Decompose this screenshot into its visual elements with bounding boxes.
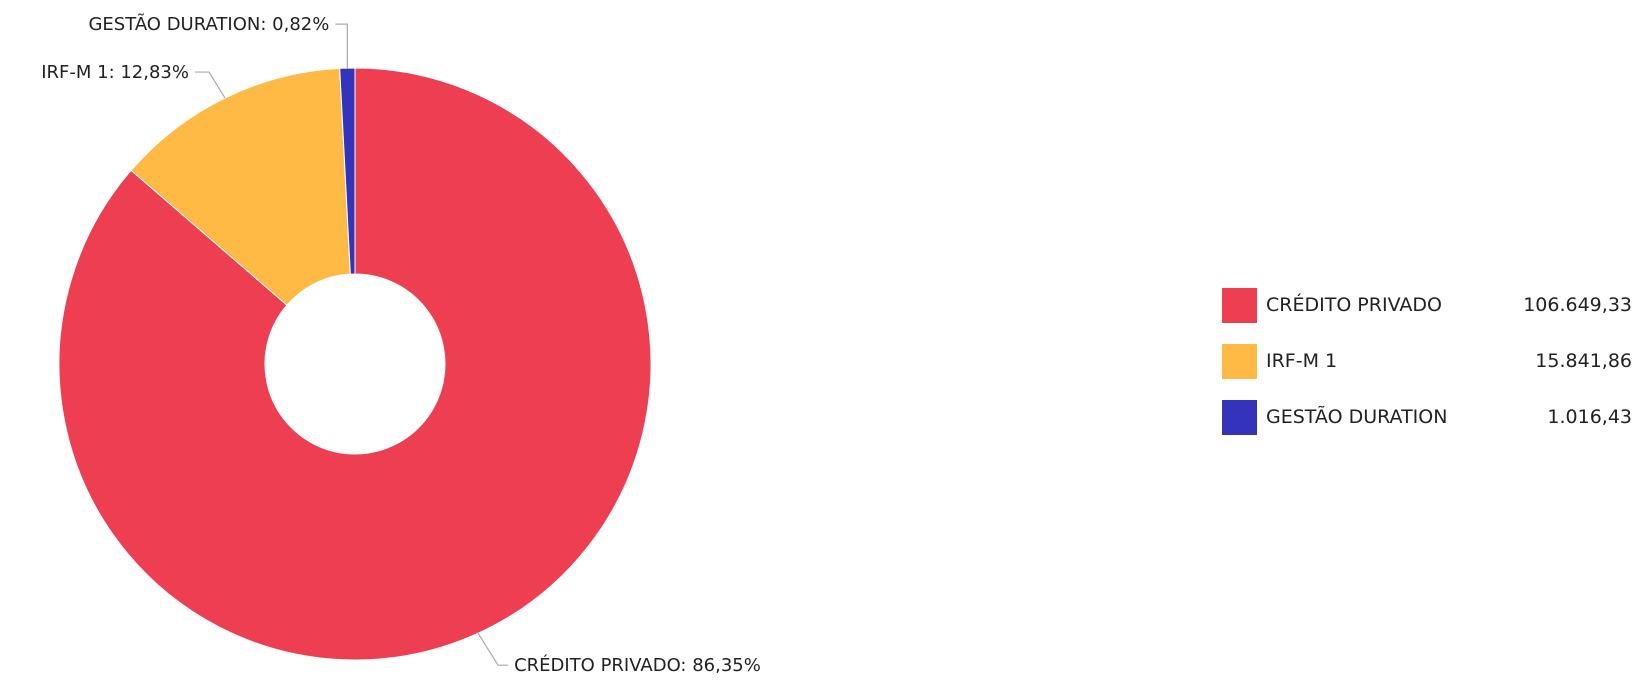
slice-data-label: CRÉDITO PRIVADO: 86,35% (514, 654, 761, 676)
legend-label: GESTÃO DURATION (1266, 406, 1448, 428)
legend-swatch (1222, 288, 1257, 323)
legend-value: 15.841,86 (1535, 350, 1632, 372)
legend-item-irf-m-1: IRF-M 1 15.841,86 (1222, 344, 1632, 379)
legend-label: IRF-M 1 (1266, 350, 1338, 372)
leader-line (195, 71, 226, 99)
slice-gest-o-duration (339, 67, 356, 275)
legend-value: 1.016,43 (1547, 406, 1632, 428)
legend-item-gestao-duration: GESTÃO DURATION 1.016,43 (1222, 400, 1632, 435)
legend-swatch (1222, 400, 1257, 435)
leader-line (477, 632, 509, 666)
slice-data-label: IRF-M 1: 12,83% (41, 62, 189, 83)
leader-line (335, 23, 348, 69)
chart-legend: CRÉDITO PRIVADO 106.649,33 IRF-M 1 15.84… (1222, 288, 1632, 456)
legend-swatch (1222, 344, 1257, 379)
legend-item-credito-privado: CRÉDITO PRIVADO 106.649,33 (1222, 288, 1632, 323)
slice-data-label: GESTÃO DURATION: 0,82% (88, 13, 329, 35)
slice-irf-m-1 (130, 67, 351, 306)
legend-value: 106.649,33 (1523, 294, 1632, 316)
slice-cr-dito-privado (58, 67, 652, 661)
legend-label: CRÉDITO PRIVADO (1266, 294, 1442, 316)
